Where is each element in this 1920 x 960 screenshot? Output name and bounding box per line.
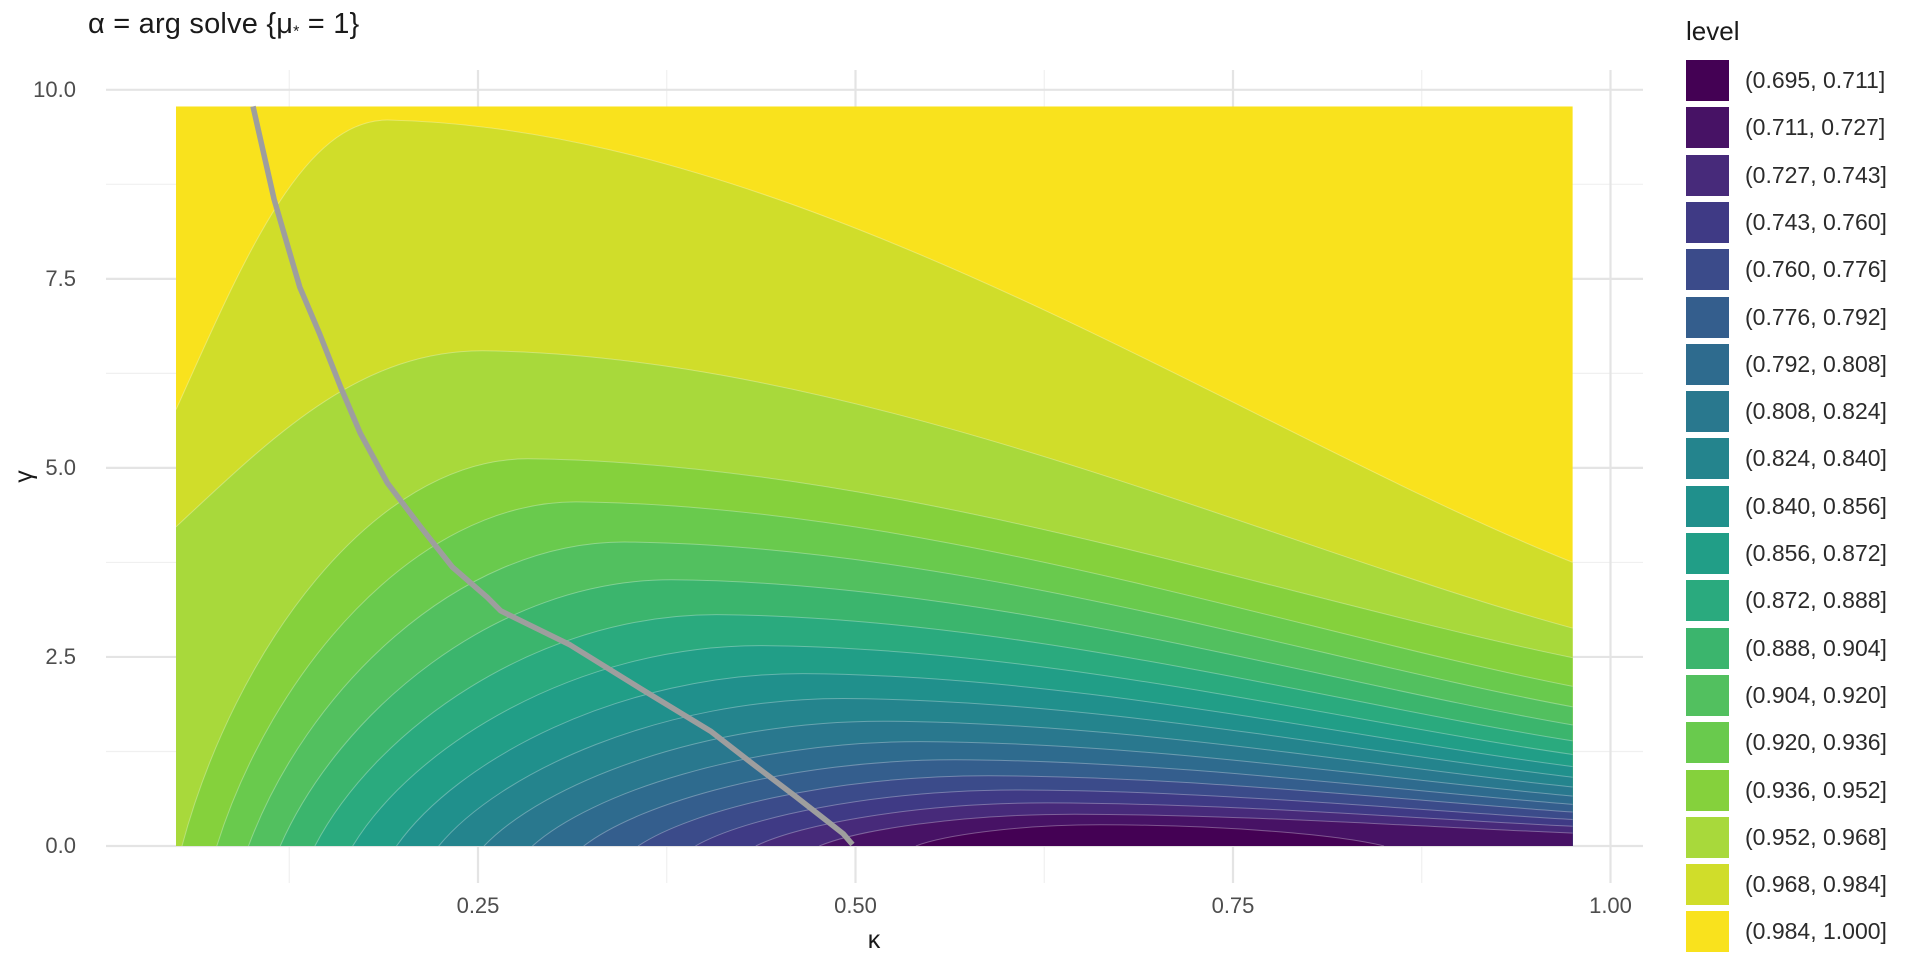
legend-label: (0.904, 0.920] <box>1745 681 1887 708</box>
contour-boundary-line <box>532 741 1573 847</box>
contour-boundary-line <box>915 824 1385 847</box>
contour-boundary-line <box>396 673 1573 847</box>
legend-swatch <box>1686 533 1729 574</box>
contour-boundary-line <box>314 614 1573 847</box>
contour-boundary-line <box>637 775 1573 847</box>
contour-boundary-line <box>216 501 1573 847</box>
y-tick-label: 10.0 <box>33 76 76 102</box>
contour-boundary-line <box>279 579 1573 847</box>
y-tick-label: 5.0 <box>45 454 76 480</box>
legend-label: (0.760, 0.776] <box>1745 256 1887 283</box>
legend-label: (0.808, 0.824] <box>1745 398 1887 425</box>
x-tick-label: 0.25 <box>456 893 500 918</box>
legend-swatch <box>1686 343 1729 385</box>
legend-label: (0.888, 0.904] <box>1745 634 1887 661</box>
contour-boundary-line <box>695 789 1573 847</box>
contour-band <box>176 824 1573 846</box>
y-tick-label: 7.5 <box>45 265 76 291</box>
legend-swatch <box>1686 201 1729 243</box>
legend-swatch <box>1686 249 1729 291</box>
legend-swatch <box>1686 438 1729 480</box>
legend-label: (0.743, 0.760] <box>1745 208 1887 235</box>
legend-swatch <box>1686 864 1729 906</box>
chart-title: α = arg solve {μ* = 1} <box>88 8 359 42</box>
contour-boundary-line <box>438 697 1573 847</box>
legend-swatch <box>1686 296 1729 338</box>
contour-boundary-line <box>819 813 1573 847</box>
contour-boundary-line <box>483 720 1573 847</box>
constraint-curve <box>250 105 855 847</box>
contour-boundary-line <box>583 759 1573 847</box>
legend-label: (0.856, 0.872] <box>1745 540 1887 566</box>
legend-swatch <box>1686 674 1729 716</box>
legend-swatch <box>1686 485 1729 527</box>
contour-boundary-line <box>181 458 1573 847</box>
legend-label: (0.695, 0.711] <box>1745 67 1886 93</box>
y-axis-title: γ <box>9 470 38 483</box>
legend-label: (0.872, 0.888] <box>1745 587 1887 614</box>
contour-boundary-line <box>176 119 1573 563</box>
contour-fill-group <box>176 106 1573 846</box>
x-tick-label: 0.75 <box>1211 893 1255 918</box>
legend-swatch <box>1686 722 1729 764</box>
legend-label: (0.711, 0.727] <box>1745 114 1886 141</box>
legend-label: (0.776, 0.792] <box>1745 303 1887 330</box>
legend-label: (0.824, 0.840] <box>1745 445 1887 472</box>
legend-swatch <box>1686 154 1729 196</box>
legend-label: (0.840, 0.856] <box>1745 492 1887 519</box>
x-tick-label: 1.00 <box>1589 893 1632 918</box>
legend-label: (0.968, 0.984] <box>1745 871 1887 898</box>
contour-boundary-line <box>352 645 1573 847</box>
legend-swatch <box>1686 627 1729 669</box>
contour-boundary-line <box>248 541 1573 847</box>
legend-swatch <box>1686 60 1729 101</box>
legend-swatch <box>1686 580 1729 622</box>
y-tick-label: 0.0 <box>45 833 76 858</box>
legend-label: (0.936, 0.952] <box>1745 776 1887 803</box>
legend-label: (0.984, 1.000] <box>1745 918 1887 945</box>
legend-swatch <box>1686 107 1729 149</box>
legend-label: (0.952, 0.968] <box>1745 823 1887 850</box>
contour-boundary-line <box>176 350 1573 629</box>
x-axis-title: κ <box>867 926 881 954</box>
legend-swatch <box>1686 769 1729 811</box>
chart-title-subscript: * <box>293 23 300 41</box>
legend-label: (0.920, 0.936] <box>1745 729 1887 756</box>
legend-title: level <box>1686 16 1740 46</box>
legend-label: (0.792, 0.808] <box>1745 350 1887 377</box>
legend-swatch <box>1686 816 1729 858</box>
chart-title-text-end: = 1} <box>299 8 360 40</box>
legend-swatch <box>1686 911 1729 953</box>
legend-swatch <box>1686 391 1729 433</box>
y-tick-label: 2.5 <box>45 643 76 669</box>
chart-title-text: α = arg solve {μ <box>88 8 294 40</box>
x-tick-label: 0.50 <box>834 893 877 918</box>
legend-label: (0.727, 0.743] <box>1745 161 1887 188</box>
contour-line-group <box>176 119 1573 847</box>
